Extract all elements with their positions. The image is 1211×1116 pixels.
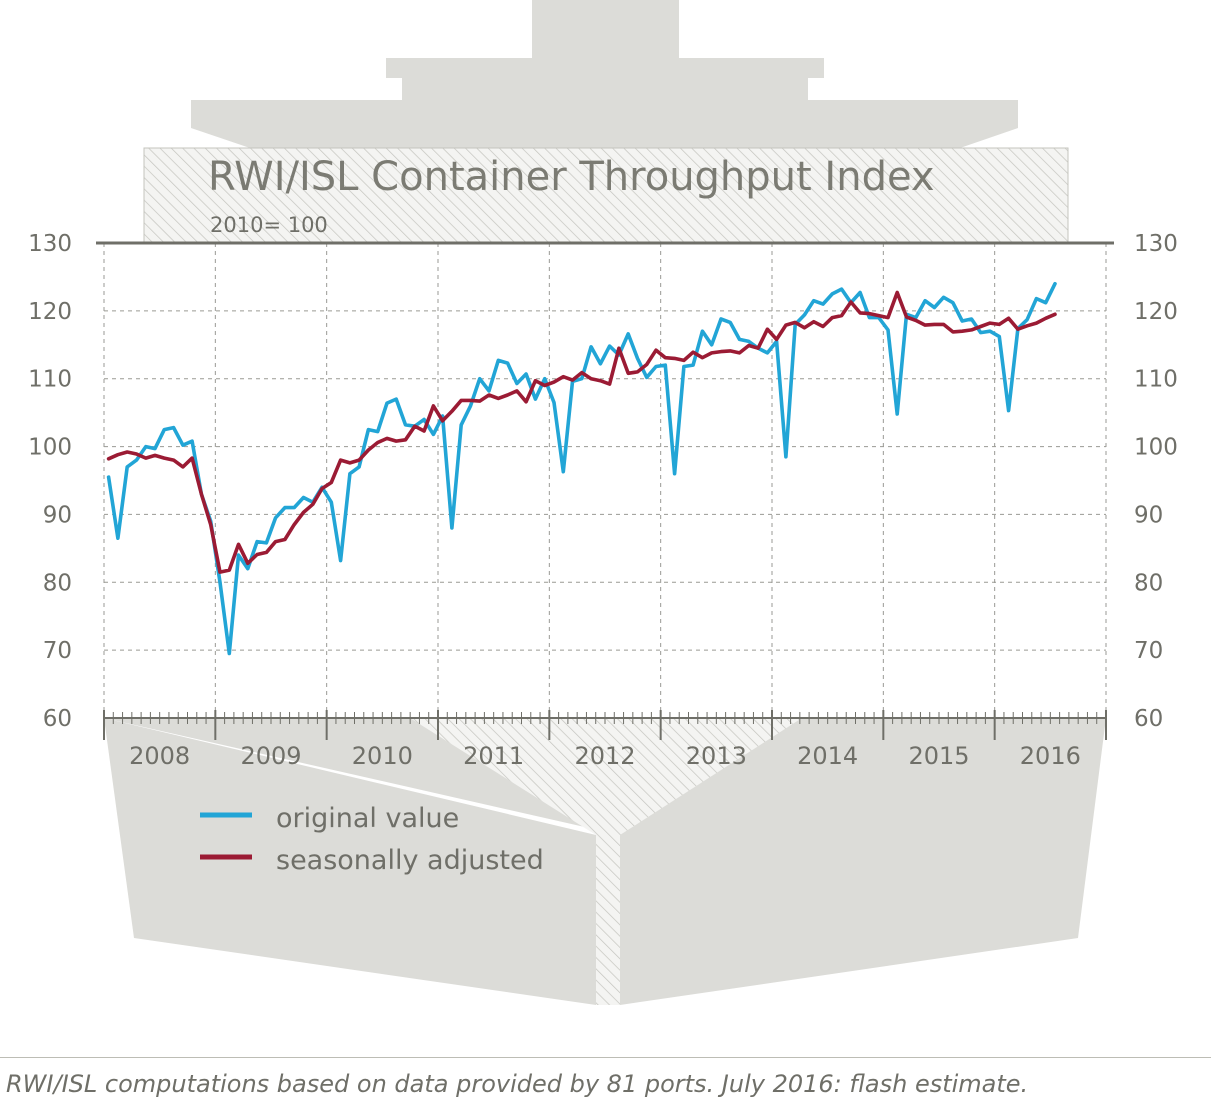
y-axis-left-labels: 60 70 80 90 100 110 120 130 (28, 231, 72, 732)
y-tick-label-right: 130 (1134, 231, 1178, 257)
legend-label-adjusted: seasonally adjusted (276, 845, 544, 876)
x-tick-label: 2015 (908, 742, 969, 770)
y-tick-label-right: 120 (1134, 299, 1178, 325)
series-adjusted-line (106, 290, 1057, 574)
grid (103, 243, 1107, 718)
legend: original value seasonally adjusted (200, 803, 544, 876)
source-note: RWI/ISL computations based on data provi… (6, 1070, 1029, 1098)
chart-subtitle: 2010= 100 (210, 213, 328, 237)
y-tick-label-left: 110 (28, 367, 72, 393)
ship-hull (104, 718, 1106, 1005)
plot-area (104, 243, 1106, 718)
y-tick-label-left: 90 (43, 502, 72, 528)
y-tick-label-right: 100 (1134, 435, 1178, 461)
y-tick-label-left: 70 (43, 638, 72, 664)
y-tick-label-right: 80 (1134, 570, 1163, 596)
ship-superstructure (143, 0, 1069, 244)
x-tick-label: 2016 (1020, 742, 1081, 770)
x-tick-label: 2008 (129, 742, 190, 770)
series-original-line (106, 281, 1057, 656)
y-tick-label-right: 70 (1134, 638, 1163, 664)
y-tick-label-left: 120 (28, 299, 72, 325)
x-axis-labels: 2008 2009 2010 2011 2012 2013 2014 2015 2016 (129, 742, 1081, 770)
y-tick-label-right: 90 (1134, 502, 1163, 528)
y-tick-label-left: 130 (28, 231, 72, 257)
series-group (106, 281, 1057, 656)
y-tick-label-left: 80 (43, 570, 72, 596)
axes (96, 241, 1114, 740)
legend-label-original: original value (276, 803, 459, 834)
x-tick-label: 2009 (240, 742, 301, 770)
y-tick-label-right: 60 (1134, 706, 1163, 732)
x-tick-label: 2013 (686, 742, 747, 770)
x-tick-label: 2012 (574, 742, 635, 770)
y-tick-label-left: 100 (28, 435, 72, 461)
x-tick-label: 2014 (797, 742, 858, 770)
x-tick-label: 2010 (352, 742, 413, 770)
chart-title: RWI/ISL Container Throughput Index (208, 154, 935, 200)
y-tick-label-right: 110 (1134, 367, 1178, 393)
x-tick-label: 2011 (463, 742, 524, 770)
y-tick-label-left: 60 (43, 706, 72, 732)
y-axis-right-labels: 60 70 80 90 100 110 120 130 (1134, 231, 1178, 732)
footer-rule (0, 1057, 1211, 1058)
